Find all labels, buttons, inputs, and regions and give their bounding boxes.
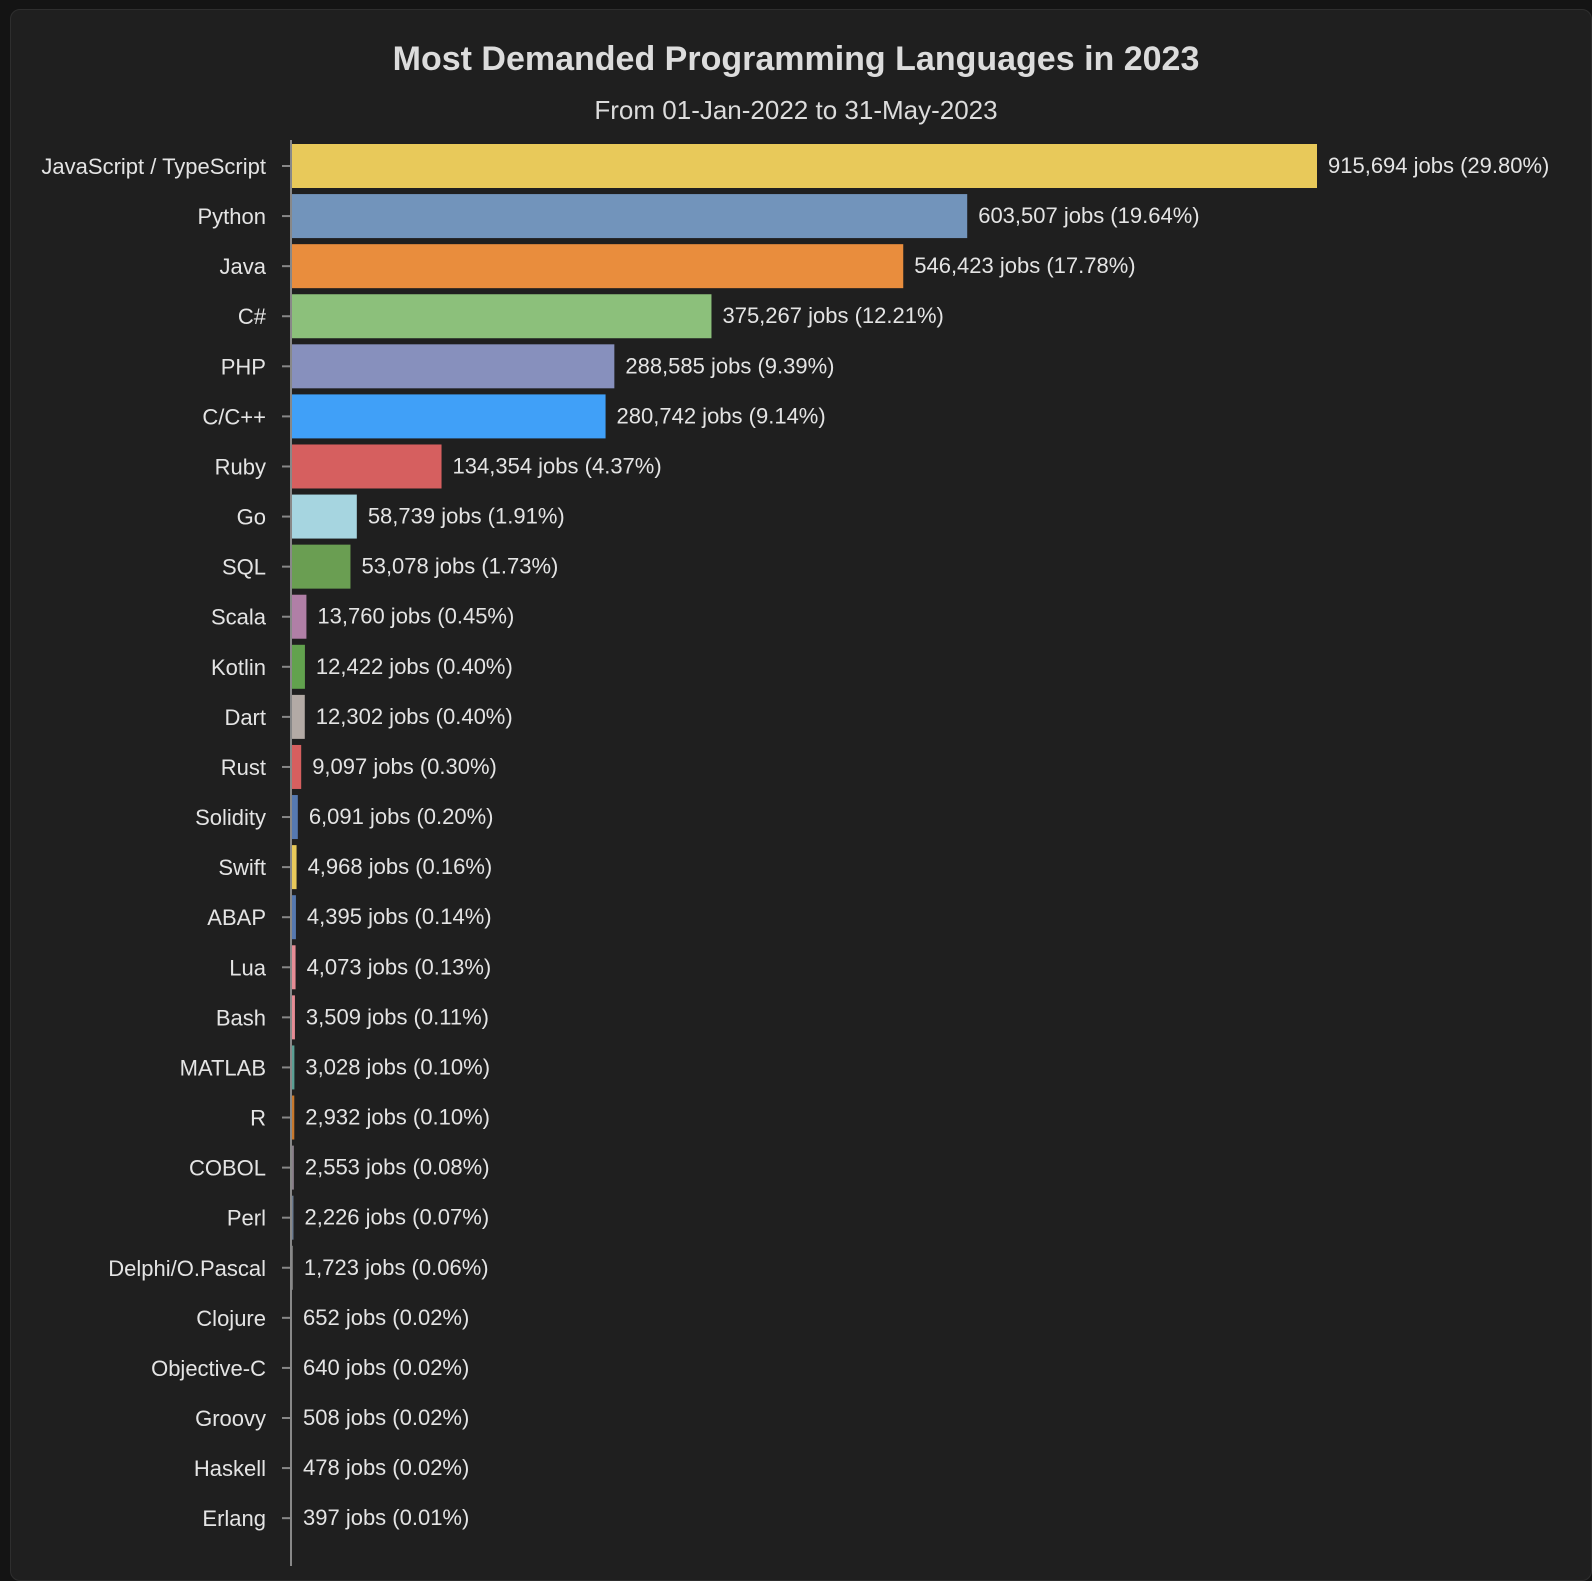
data-label: 478 jobs (0.02%) (303, 1455, 469, 1480)
data-label: 397 jobs (0.01%) (303, 1505, 469, 1530)
bar (291, 945, 296, 990)
bar (291, 444, 442, 489)
category-label: Solidity (195, 805, 266, 830)
category-label: SQL (222, 555, 266, 580)
bar (291, 795, 298, 840)
bar (291, 644, 305, 689)
bar (291, 594, 307, 639)
bar (291, 1195, 294, 1240)
category-label: Java (220, 254, 267, 279)
data-label: 13,760 jobs (0.45%) (317, 604, 514, 629)
data-label: 508 jobs (0.02%) (303, 1405, 469, 1430)
category-label: ABAP (207, 905, 266, 930)
category-label: COBOL (189, 1156, 266, 1181)
category-label: Perl (227, 1206, 266, 1231)
bar (291, 394, 606, 439)
data-label: 640 jobs (0.02%) (303, 1355, 469, 1380)
bar (291, 744, 302, 789)
category-label: Kotlin (211, 655, 266, 680)
category-label: C/C++ (202, 404, 266, 429)
bar (291, 995, 295, 1040)
data-label: 546,423 jobs (17.78%) (914, 253, 1135, 278)
bar (291, 694, 305, 739)
data-label: 1,723 jobs (0.06%) (304, 1255, 489, 1280)
chart-title: Most Demanded Programming Languages in 2… (392, 40, 1200, 78)
category-label: Groovy (195, 1406, 266, 1431)
bar (291, 1145, 294, 1190)
category-label: Bash (216, 1005, 266, 1030)
category-label: JavaScript / TypeScript (41, 154, 266, 179)
data-label: 288,585 jobs (9.39%) (625, 353, 834, 378)
bar (291, 1095, 295, 1140)
data-label: 4,395 jobs (0.14%) (307, 904, 492, 929)
bar (291, 144, 1317, 188)
data-label: 2,553 jobs (0.08%) (305, 1155, 490, 1180)
category-label: Python (198, 204, 267, 229)
category-label: Delphi/O.Pascal (108, 1256, 266, 1281)
chart-subtitle: From 01-Jan-2022 to 31-May-2023 (594, 95, 998, 125)
data-label: 2,932 jobs (0.10%) (305, 1105, 490, 1130)
category-label: Rust (221, 755, 266, 780)
data-label: 915,694 jobs (29.80%) (1328, 153, 1549, 178)
category-label: Dart (224, 705, 266, 730)
bar (291, 244, 904, 289)
bar (291, 344, 615, 389)
data-label: 9,097 jobs (0.30%) (312, 754, 497, 779)
data-label: 2,226 jobs (0.07%) (304, 1205, 489, 1230)
bar (291, 845, 297, 890)
category-label: Haskell (194, 1456, 266, 1481)
data-label: 58,739 jobs (1.91%) (368, 504, 565, 529)
data-label: 603,507 jobs (19.64%) (978, 203, 1199, 228)
data-label: 3,509 jobs (0.11%) (306, 1004, 489, 1029)
data-label: 4,968 jobs (0.16%) (308, 854, 493, 879)
category-label: Swift (218, 855, 266, 880)
category-label: PHP (221, 354, 266, 379)
data-label: 375,267 jobs (12.21%) (722, 303, 943, 328)
bar (291, 294, 712, 339)
category-label: Lua (229, 955, 266, 980)
bar (291, 494, 357, 539)
data-label: 53,078 jobs (1.73%) (361, 554, 558, 579)
category-label: Go (237, 505, 266, 530)
category-label: MATLAB (180, 1055, 266, 1080)
data-label: 280,742 jobs (9.14%) (617, 403, 826, 428)
category-label: Ruby (215, 454, 266, 479)
data-label: 652 jobs (0.02%) (303, 1305, 469, 1330)
data-label: 3,028 jobs (0.10%) (305, 1054, 490, 1079)
data-label: 12,302 jobs (0.40%) (316, 704, 513, 729)
data-label: 12,422 jobs (0.40%) (316, 654, 513, 679)
category-label: Erlang (202, 1506, 266, 1531)
bar (291, 194, 968, 239)
bar (291, 895, 296, 940)
category-label: Clojure (196, 1306, 266, 1331)
category-label: Scala (211, 605, 267, 630)
bar (291, 544, 351, 589)
category-label: Objective-C (151, 1356, 266, 1381)
data-label: 134,354 jobs (4.37%) (453, 453, 662, 478)
bar (291, 1045, 295, 1090)
category-label: C# (238, 304, 267, 329)
data-label: 4,073 jobs (0.13%) (307, 954, 492, 979)
category-label: R (250, 1106, 266, 1131)
data-label: 6,091 jobs (0.20%) (309, 804, 494, 829)
